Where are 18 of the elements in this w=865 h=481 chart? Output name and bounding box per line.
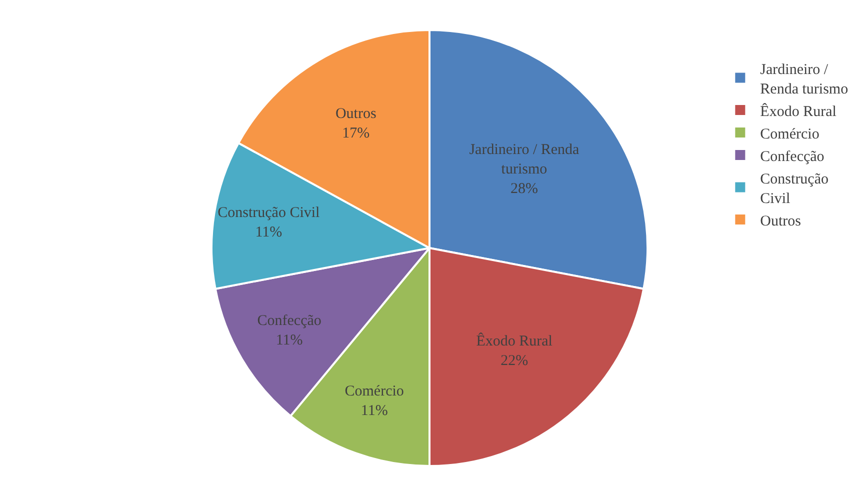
slice-label: Jardineiro / Renda turismo (469, 142, 580, 178)
legend-label: Comércio (760, 126, 820, 142)
data-label: 11% (360, 402, 388, 419)
legend-label: Outros (760, 213, 802, 230)
slice-label: Outros (335, 106, 376, 122)
slice-label: Confecção (257, 313, 322, 330)
category-label: Construção Civil (218, 204, 320, 221)
data-label: 11% (255, 224, 282, 240)
legend-label: Jardineiro / Renda turismo (760, 62, 848, 98)
slice-label: Êxodo Rural (476, 332, 552, 350)
legend-label: Construção Civil (760, 171, 829, 207)
legend-label: Confecção (760, 148, 824, 165)
data-label: 22% (500, 352, 528, 369)
data-label: 11% (276, 332, 303, 349)
data-label: 28% (510, 181, 538, 198)
legend-label: Êxodo Rural (760, 102, 836, 120)
slice-label: Comércio (344, 383, 404, 400)
data-label: 17% (342, 125, 370, 142)
